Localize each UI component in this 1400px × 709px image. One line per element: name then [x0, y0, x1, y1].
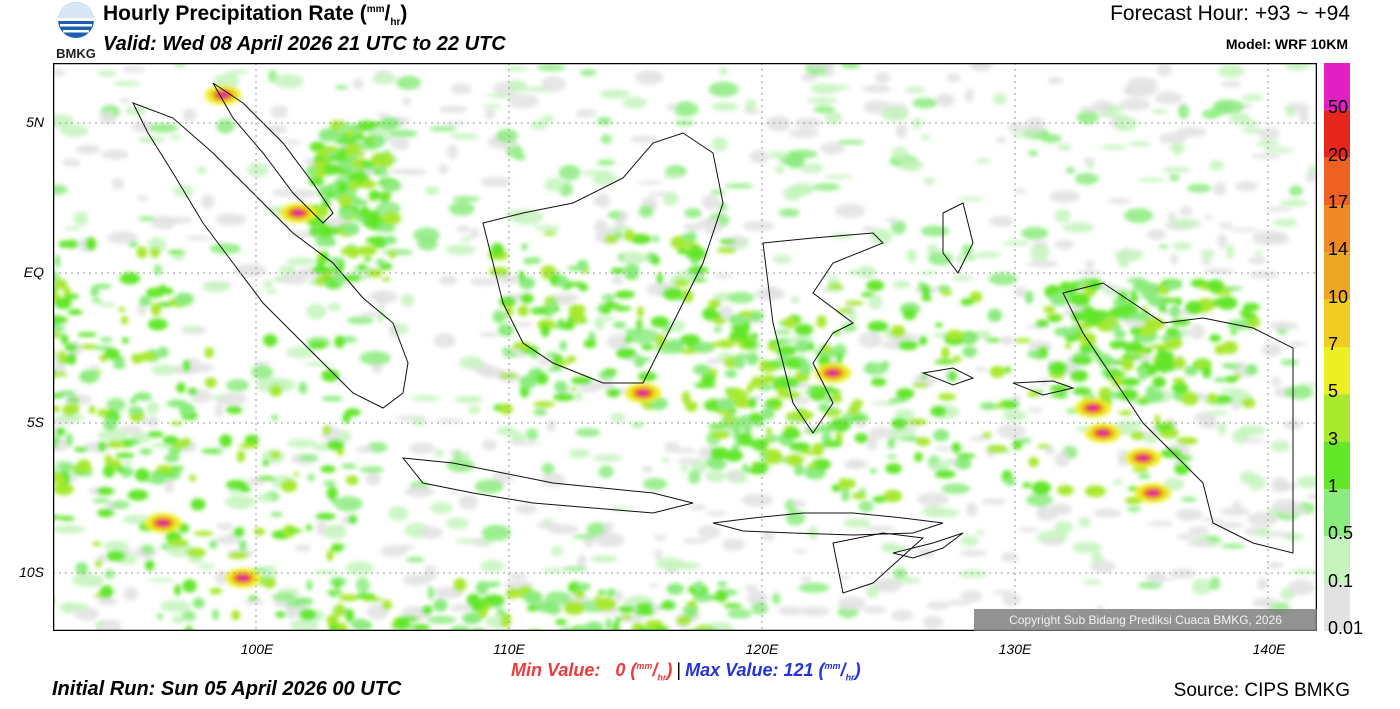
lon-label-110e: 110E [493, 641, 525, 657]
bmkg-logo: BMKG [52, 0, 100, 62]
legend-label: 50 [1328, 97, 1349, 118]
lon-label-100e: 100E [240, 641, 274, 657]
lon-label-120e: 120E [745, 641, 779, 657]
initial-run: Initial Run: Sun 05 April 2026 00 UTC [52, 678, 402, 700]
legend-swatch [1324, 489, 1350, 537]
legend-label: 20 [1328, 144, 1349, 165]
legend-swatch [1324, 63, 1350, 111]
legend-label: 17 [1328, 192, 1349, 212]
valid-time: Valid: Wed 08 April 2026 21 UTC to 22 UT… [103, 33, 506, 55]
lat-label-eq: EQ [23, 264, 44, 280]
min-max-values: Min Value: 0 (mm/hr) | Max Value: 121 (mm/… [511, 660, 861, 683]
precipitation-map [0, 58, 1324, 668]
legend-label: 7 [1328, 334, 1339, 354]
rain-field [0, 58, 1324, 668]
page-title: Hourly Precipitation Rate (mm/hr) [103, 2, 408, 29]
legend-label: 14 [1328, 239, 1349, 260]
legend-label: 0.01 [1328, 618, 1364, 638]
forecast-hour: Forecast Hour: +93 ~ +94 [1110, 2, 1350, 25]
color-legend [1324, 63, 1350, 631]
lat-label-5n: 5N [26, 114, 44, 130]
legend-swatch [1324, 347, 1350, 395]
legend-swatch [1324, 299, 1350, 347]
legend-label: 3 [1328, 428, 1339, 449]
legend-label: 0.5 [1328, 523, 1354, 544]
copyright-banner: Copyright Sub Bidang Prediksi Cuaca BMKG… [974, 609, 1317, 631]
legend-label: 1 [1328, 476, 1339, 496]
lon-label-140e: 140E [1252, 641, 1286, 657]
lon-label-130e: 130E [998, 641, 1032, 657]
legend-swatch [1324, 110, 1350, 158]
lat-label-10s: 10S [19, 564, 44, 580]
legend-swatch [1324, 252, 1350, 300]
source-text: Source: CIPS BMKG [1173, 680, 1350, 701]
legend-label: 5 [1328, 381, 1339, 402]
legend-swatch [1324, 536, 1350, 584]
logo-text: BMKG [56, 46, 96, 61]
legend-label: 0.1 [1328, 570, 1354, 591]
model-name: Model: WRF 10KM [1225, 36, 1348, 52]
lat-label-5s: 5S [26, 414, 44, 430]
legend-swatch [1324, 394, 1350, 442]
legend-swatch [1324, 583, 1350, 631]
legend-swatch [1324, 205, 1350, 253]
legend-label: 10 [1328, 286, 1349, 307]
legend-swatch [1324, 441, 1350, 489]
legend-swatch [1324, 157, 1350, 205]
